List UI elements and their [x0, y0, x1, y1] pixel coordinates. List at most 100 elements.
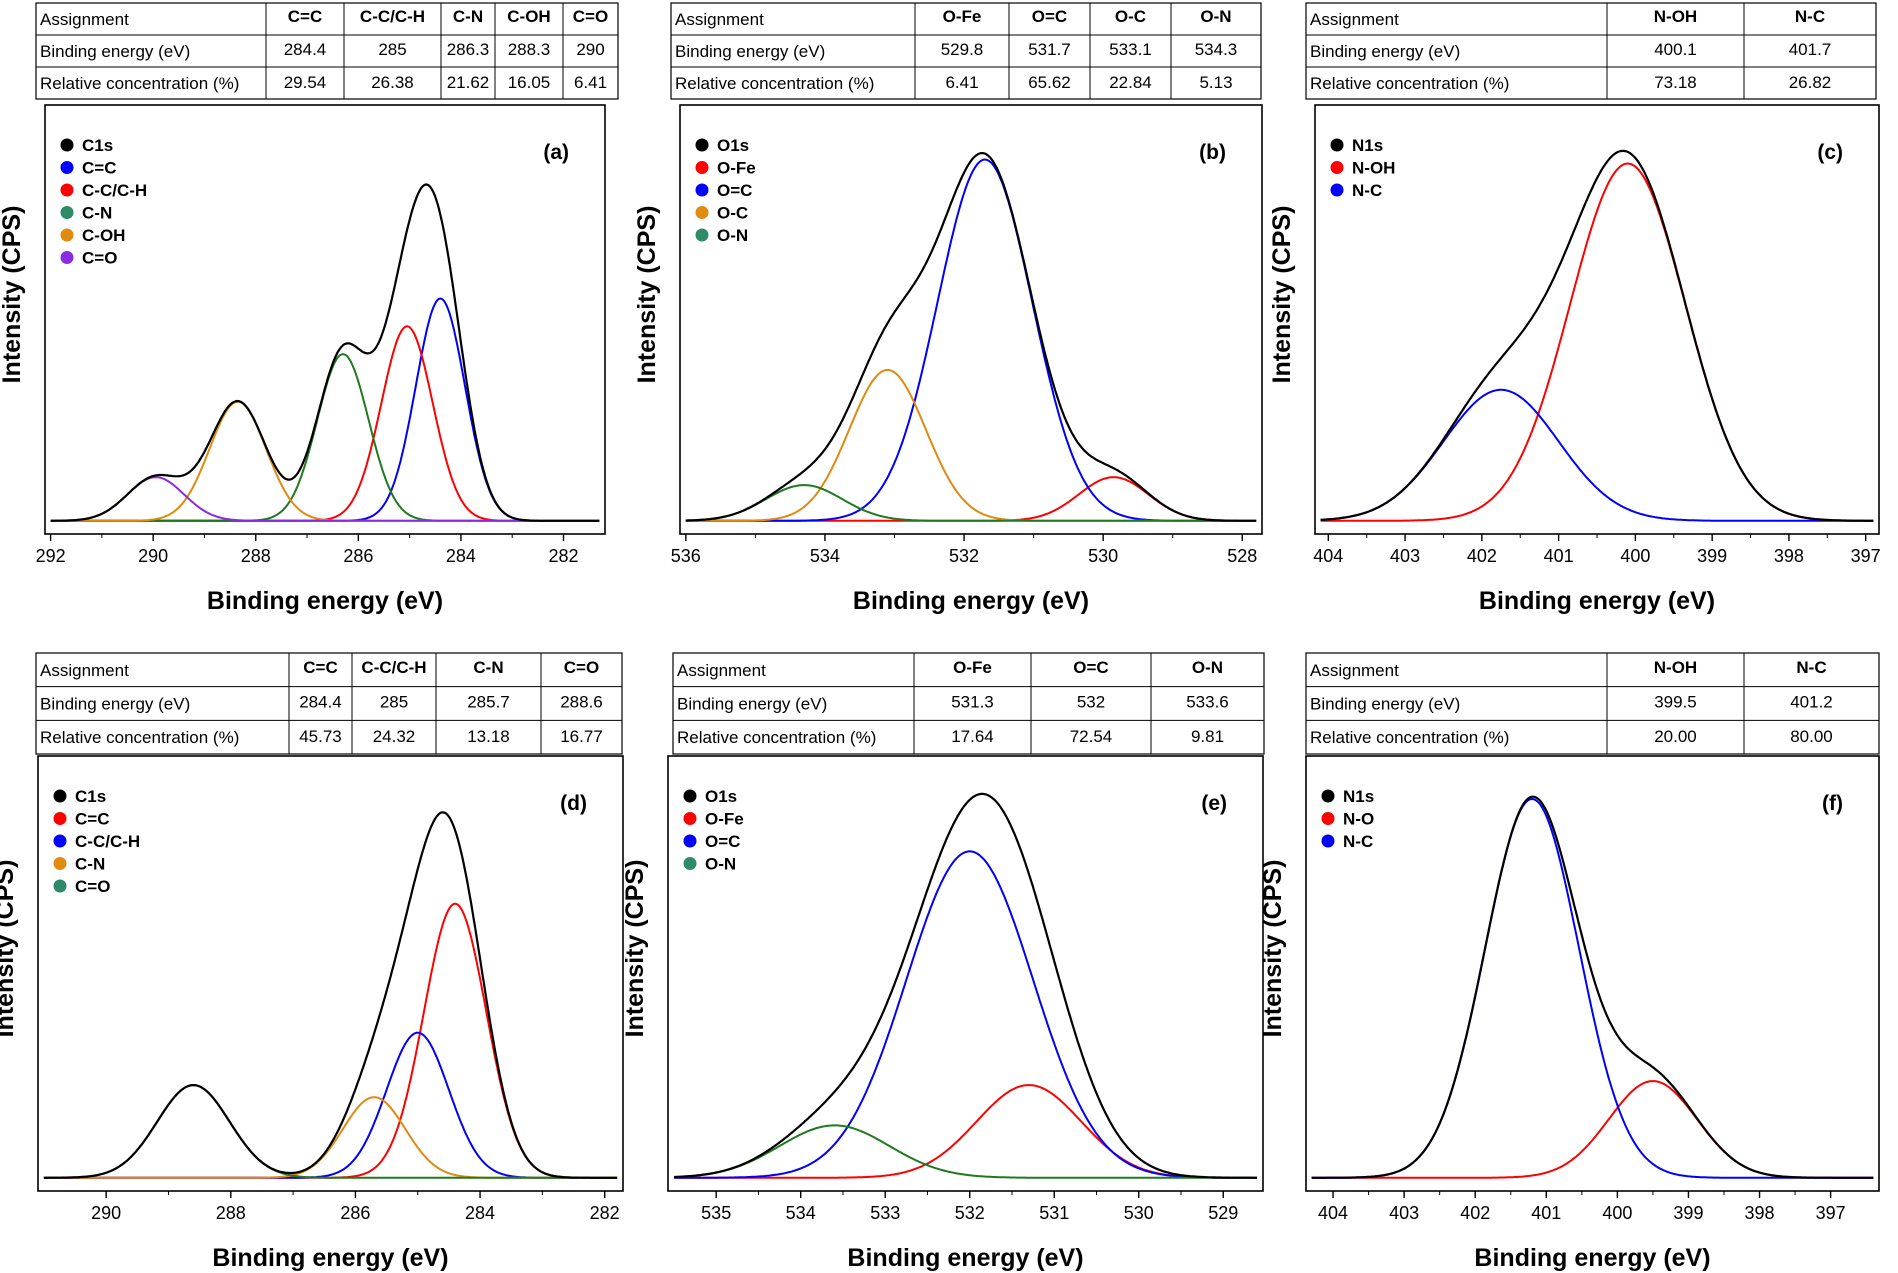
table-header-cell: C=C [288, 7, 322, 26]
x-tick-label: 292 [36, 546, 66, 566]
legend-marker [695, 138, 709, 152]
table-border [35, 2, 619, 100]
table-cell: 284.4 [284, 40, 327, 59]
panel-label: (e) [1201, 792, 1227, 815]
table-row-label: Assignment [40, 661, 129, 680]
panel-c: Assignment Binding energy (eV) Relative co… [1268, 2, 1881, 615]
envelope-curve [674, 792, 1257, 1179]
legend-label: C-C/C-H [82, 181, 147, 200]
assignment-table: Assignment Binding energy (eV) Relative co… [670, 2, 1262, 100]
x-tick-label: 397 [1851, 546, 1881, 566]
table-header-cell: N-C [1795, 7, 1825, 26]
fit-curve-c-n [50, 353, 600, 522]
table-row-label: Assignment [40, 10, 129, 29]
table-cell: 285 [378, 40, 406, 59]
x-tick-label: 534 [810, 546, 840, 566]
table-cell: 288.3 [508, 40, 551, 59]
table-header-cell: O=C [1032, 7, 1067, 26]
table-row-label: Relative concentration (%) [1310, 74, 1509, 93]
x-tick-label: 286 [340, 1203, 370, 1223]
table-cell: 9.81 [1191, 727, 1224, 746]
table-cell: 72.54 [1070, 727, 1113, 746]
fit-curve-o-fe [685, 476, 1257, 522]
table-cell: 399.5 [1654, 693, 1697, 712]
fit-curve-o-c [685, 369, 1257, 522]
legend-marker [53, 879, 67, 893]
table-cell: 401.2 [1790, 693, 1833, 712]
table-cell: 17.64 [951, 727, 994, 746]
legend-label: N1s [1343, 787, 1374, 806]
envelope-curve [43, 811, 618, 1179]
x-tick-label: 532 [949, 546, 979, 566]
table-header-cell: C-C/C-H [361, 658, 426, 677]
legend: O1s O-Fe O=C O-C O-N [695, 136, 756, 245]
legend-label: C-OH [82, 226, 125, 245]
x-tick-label: 288 [241, 546, 271, 566]
table-cell: 45.73 [299, 727, 342, 746]
table-row-label: Relative concentration (%) [675, 74, 874, 93]
table-border [672, 652, 1265, 755]
table-row-label: Binding energy (eV) [40, 42, 190, 61]
table-header-cell: C-OH [507, 7, 550, 26]
x-tick-label: 530 [1088, 546, 1118, 566]
legend-marker [695, 183, 709, 197]
x-tick-label: 402 [1467, 546, 1497, 566]
panel-e: Assignment Binding energy (eV) Relative co… [621, 652, 1265, 1272]
x-tick-label: 533 [870, 1203, 900, 1223]
table-cell: 26.82 [1789, 73, 1832, 92]
x-tick-label: 531 [1039, 1203, 1069, 1223]
fit-curve-c-c-c-h [50, 325, 600, 522]
x-tick-label: 404 [1313, 546, 1343, 566]
y-axis-label: Intensity (CPS) [0, 860, 19, 1038]
table-row-label: Assignment [1310, 661, 1399, 680]
table-cell: 16.77 [560, 727, 603, 746]
panel-a: Assignment Binding energy (eV) Relative co… [0, 2, 619, 615]
table-border [1305, 2, 1877, 100]
x-tick-label: 398 [1774, 546, 1804, 566]
legend-marker [60, 183, 74, 197]
x-axis-label: Binding energy (eV) [853, 587, 1089, 615]
envelope-curve [50, 183, 600, 522]
legend-marker [695, 228, 709, 242]
table-cell: 533.1 [1109, 40, 1152, 59]
table-cell: 288.6 [560, 693, 603, 712]
legend: N1s N-OH N-C [1330, 136, 1395, 200]
table-border [35, 652, 623, 755]
envelope-curve [685, 152, 1257, 522]
table-border [1305, 652, 1880, 755]
table-cell: 531.3 [951, 693, 994, 712]
plot-frame [679, 104, 1263, 535]
panel-label: (b) [1199, 141, 1226, 164]
x-tick-label: 528 [1227, 546, 1257, 566]
legend-marker [60, 138, 74, 152]
panel-f: Assignment Binding energy (eV) Relative co… [1259, 652, 1880, 1272]
x-tick-label: 282 [590, 1203, 620, 1223]
table-cell: 29.54 [284, 73, 327, 92]
x-tick-label: 284 [465, 1203, 495, 1223]
table-row-label: Relative concentration (%) [1310, 728, 1509, 747]
fit-curve-c-c-c-h [43, 1031, 618, 1179]
table-cell: 285.7 [467, 693, 510, 712]
assignment-table: Assignment Binding energy (eV) Relative co… [1305, 2, 1877, 100]
x-tick-label: 284 [446, 546, 476, 566]
legend-label: N-C [1352, 181, 1382, 200]
legend: C1s C=C C-C/C-H C-N C-OH C=O [60, 136, 147, 268]
table-row-label: Relative concentration (%) [40, 74, 239, 93]
table-cell: 285 [380, 693, 408, 712]
table-header-cell: O=C [1073, 658, 1108, 677]
panel-label: (f) [1822, 792, 1843, 815]
x-tick-label: 397 [1816, 1203, 1846, 1223]
table-cell: 529.8 [941, 40, 984, 59]
table-cell: 531.7 [1028, 40, 1071, 59]
table-cell: 80.00 [1790, 727, 1833, 746]
table-header-cell: C=C [303, 658, 337, 677]
envelope-curve [1320, 149, 1874, 522]
table-cell: 73.18 [1654, 73, 1697, 92]
legend: N1s N-O N-C [1321, 787, 1374, 851]
legend-label: N-O [1343, 810, 1374, 829]
fit-curve-o-fe [674, 1084, 1257, 1179]
table-cell: 284.4 [299, 693, 342, 712]
fit-curve-c-o [50, 476, 600, 522]
table-cell: 26.38 [371, 73, 414, 92]
legend-label: O-C [717, 204, 748, 223]
